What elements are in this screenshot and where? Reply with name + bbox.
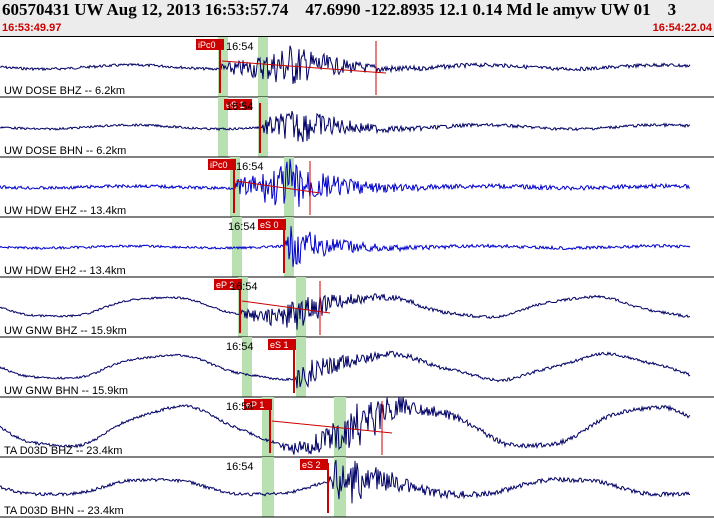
pick-label: eS 1: [226, 100, 245, 110]
window-end-time: 16:54:22.04: [652, 22, 712, 34]
trace-panel[interactable]: iPc0 16:54 UW HDW EHZ -- 13.4km: [0, 157, 714, 218]
coda-line: [221, 60, 387, 74]
pick-label-box[interactable]: [300, 459, 328, 470]
station-label: UW HDW EH2 -- 13.4km: [4, 265, 126, 277]
pick-label: eP 1: [246, 400, 264, 410]
time-tick-label: 16:54: [236, 161, 264, 173]
trace-panel[interactable]: eS 1 16:54 UW GNW BHN -- 15.9km: [0, 337, 714, 398]
station-label: UW GNW BHN -- 15.9km: [4, 385, 128, 397]
pick-label: iPc0: [210, 160, 228, 170]
p-window-band: [242, 337, 252, 397]
event-summary: 60570431 UW Aug 12, 2013 16:53:57.74 47.…: [2, 0, 677, 19]
trace-panel[interactable]: eP 216:54 UW GNW BHZ -- 15.9km: [0, 277, 714, 338]
waveform-trace: [0, 226, 691, 267]
pick-label: eS 2: [302, 460, 321, 470]
station-label: UW GNW BHZ -- 15.9km: [4, 325, 127, 337]
time-tick-label: 16:54: [226, 41, 254, 53]
s-window-band: [334, 397, 346, 457]
p-window-band: [262, 457, 274, 517]
time-tick-label: 16:54: [226, 401, 254, 413]
trace-panel[interactable]: eS 116:54 UW DOSE BHN -- 6.2km: [0, 97, 714, 158]
s-window-band: [284, 217, 294, 277]
p-window-band: [218, 37, 228, 97]
waveform-trace: [0, 45, 691, 85]
station-label: TA D03D BHN -- 23.4km: [4, 505, 124, 517]
waveform-trace: [0, 396, 691, 455]
waveform-trace: [0, 350, 691, 389]
p-window-band: [218, 97, 228, 157]
waveform-trace: [0, 293, 691, 330]
coda-line: [271, 420, 393, 434]
pick-label-box[interactable]: [244, 399, 272, 410]
pick-label-box[interactable]: [224, 99, 252, 110]
pick-label-box[interactable]: [214, 279, 242, 290]
p-window-band: [238, 277, 248, 337]
pick-label: iPc0: [198, 40, 216, 50]
coda-line: [235, 180, 321, 194]
time-tick-label: 16:54: [228, 221, 256, 233]
pick-label-box[interactable]: [268, 339, 296, 350]
coda-line: [241, 300, 331, 314]
pick-label-box[interactable]: [196, 39, 224, 50]
pick-label-box[interactable]: [258, 219, 286, 230]
event-header: 60570431 UW Aug 12, 2013 16:53:57.74 47.…: [0, 0, 714, 37]
time-tick-label: 16:54: [226, 461, 254, 473]
s-window-band: [284, 157, 294, 217]
pick-label: eP 2: [216, 280, 234, 290]
pick-label: eS 0: [260, 220, 279, 230]
trace-panel[interactable]: eP 116:54 TA D03D BHZ -- 23.4km: [0, 396, 714, 458]
waveform-trace: [0, 110, 691, 143]
s-window-band: [258, 37, 268, 97]
trace-panel[interactable]: eS 0 16:54 UW HDW EH2 -- 13.4km: [0, 217, 714, 278]
time-tick-label: 16:54: [230, 281, 258, 293]
pick-label-box[interactable]: [208, 159, 236, 170]
waveform-trace: [0, 159, 690, 207]
window-start-time: 16:53:49.97: [2, 22, 62, 34]
time-tick-label: 16:54: [226, 101, 254, 113]
trace-panel[interactable]: iPc0 16:54 UW DOSE BHZ -- 6.2km: [0, 37, 714, 98]
station-label: UW DOSE BHZ -- 6.2km: [4, 85, 125, 97]
station-label: UW DOSE BHN -- 6.2km: [4, 145, 126, 157]
s-window-band: [296, 337, 306, 397]
station-label: TA D03D BHZ -- 23.4km: [4, 445, 122, 457]
station-label: UW HDW EHZ -- 13.4km: [4, 205, 126, 217]
trace-panel[interactable]: eS 2 16:54 TA D03D BHN -- 23.4km: [0, 457, 714, 518]
waveform-trace: [0, 459, 691, 504]
time-tick-label: 16:54: [226, 341, 254, 353]
pick-label: eS 1: [270, 340, 289, 350]
